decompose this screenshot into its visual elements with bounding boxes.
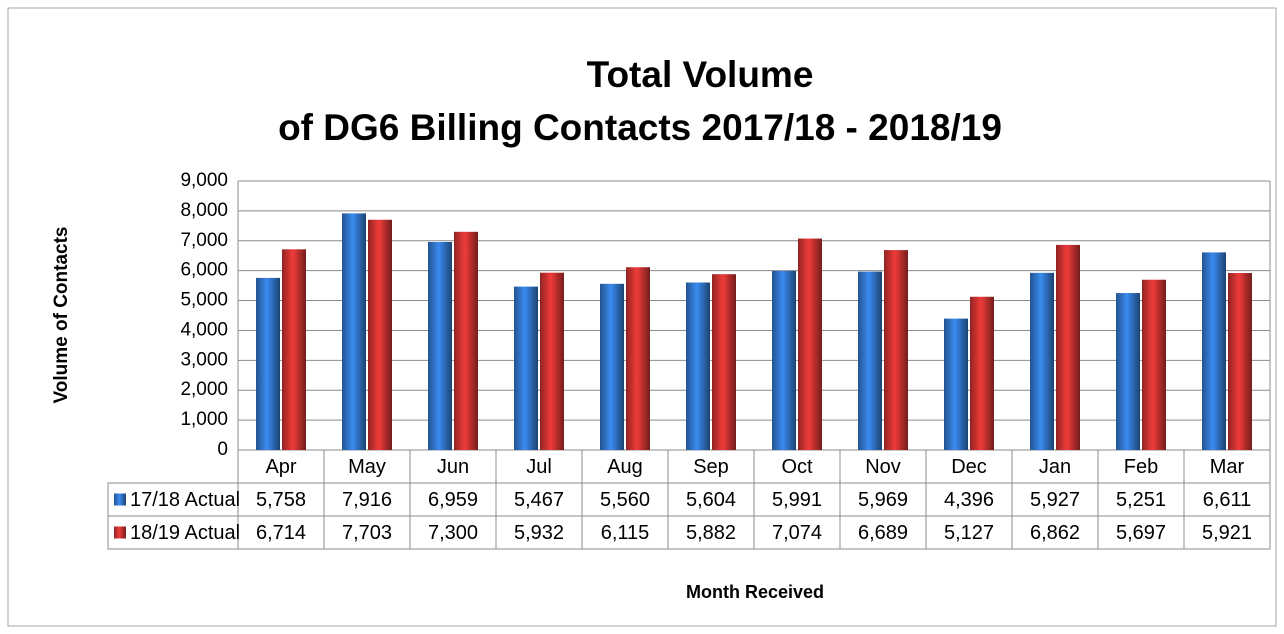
y-tick-label: 1,000 (180, 409, 228, 430)
table-value: 7,074 (772, 522, 822, 544)
x-tick-label: Nov (865, 456, 901, 478)
bar (798, 238, 822, 450)
table-cell (107, 515, 1271, 550)
x-tick-label: Mar (1210, 456, 1245, 478)
bar (626, 267, 650, 450)
table-value: 5,467 (514, 489, 564, 511)
y-tick-label: 8,000 (180, 200, 228, 221)
table-value: 7,300 (428, 522, 478, 544)
chart-title: of DG6 Billing Contacts 2017/18 - 2018/1… (278, 107, 1002, 148)
table-value: 6,862 (1030, 522, 1080, 544)
bar (342, 213, 366, 450)
table-value: 6,689 (858, 522, 908, 544)
table-value: 5,932 (514, 522, 564, 544)
legend-swatch (114, 493, 126, 506)
bar (944, 318, 968, 450)
table-value: 7,916 (342, 489, 392, 511)
x-tick-label: Oct (781, 456, 813, 478)
table-value: 4,396 (944, 489, 994, 511)
bar (454, 231, 478, 450)
bar (1030, 272, 1054, 450)
y-tick-label: 7,000 (180, 230, 228, 251)
table-value: 5,697 (1116, 522, 1166, 544)
y-tick-label: 0 (217, 439, 228, 460)
bar (514, 286, 538, 450)
table-value: 5,758 (256, 489, 306, 511)
table-value: 5,604 (686, 489, 736, 511)
bar (1116, 293, 1140, 450)
y-tick-label: 4,000 (180, 319, 228, 340)
table-value: 7,703 (342, 522, 392, 544)
x-tick-label: Jul (526, 456, 552, 478)
x-tick-label: Jun (437, 456, 469, 478)
y-tick-label: 5,000 (180, 290, 228, 311)
legend-swatch (114, 526, 126, 539)
x-tick-label: Feb (1124, 456, 1158, 478)
bar (368, 219, 392, 450)
bar (712, 274, 736, 450)
bar (256, 277, 280, 450)
bar (858, 271, 882, 450)
x-tick-label: Apr (265, 456, 296, 478)
y-tick-label: 2,000 (180, 379, 228, 400)
bar (428, 242, 452, 450)
y-tick-label: 3,000 (180, 349, 228, 370)
table-value: 6,714 (256, 522, 306, 544)
legend-label: 17/18 Actual (130, 489, 240, 511)
bar (772, 270, 796, 450)
y-tick-label: 6,000 (180, 260, 228, 281)
table-value: 5,251 (1116, 489, 1166, 511)
bar (1056, 244, 1080, 450)
bar (282, 249, 306, 450)
x-axis-title: Month Received (686, 582, 824, 602)
legend-label: 18/19 Actual (130, 522, 240, 544)
table-value: 5,927 (1030, 489, 1080, 511)
bar (1228, 273, 1252, 450)
x-tick-label: Sep (693, 456, 729, 478)
table-value: 6,115 (601, 522, 650, 544)
bar (884, 250, 908, 450)
table-value: 6,611 (1203, 489, 1252, 511)
bar (600, 283, 624, 450)
bar (970, 296, 994, 450)
table-value: 5,560 (600, 489, 650, 511)
table-value: 6,959 (428, 489, 478, 511)
table-value: 5,882 (686, 522, 736, 544)
y-axis-title: Volume of Contacts (51, 227, 72, 404)
bar (686, 282, 710, 450)
table-value: 5,921 (1202, 522, 1252, 544)
x-tick-label: Jan (1039, 456, 1071, 478)
x-tick-label: Aug (607, 456, 643, 478)
table-value: 5,127 (944, 522, 994, 544)
table-value: 5,991 (772, 489, 822, 511)
table-value: 5,969 (858, 489, 908, 511)
bar (1142, 279, 1166, 450)
x-tick-label: May (348, 456, 386, 478)
bar (540, 272, 564, 450)
chart-title: Total Volume (587, 54, 814, 95)
y-tick-label: 9,000 (180, 170, 228, 191)
x-tick-label: Dec (951, 456, 987, 478)
bar (1202, 252, 1226, 450)
